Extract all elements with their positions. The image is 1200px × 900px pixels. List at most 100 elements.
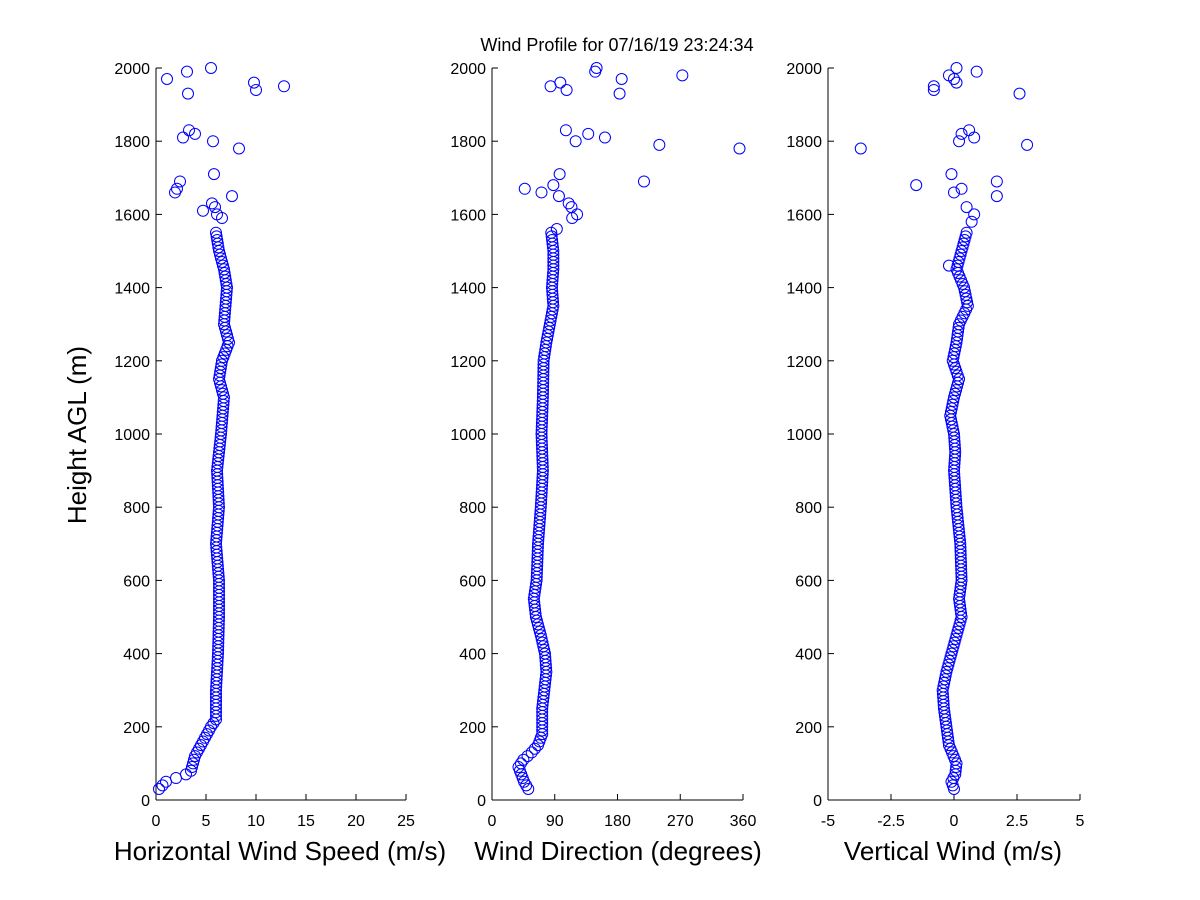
data-point [566,212,579,225]
y-tick-label: 1200 [450,354,486,371]
y-tick-label: 1200 [786,354,822,371]
data-markers [153,62,290,796]
data-point [952,325,965,338]
data-point [653,138,666,151]
y-tick-label: 400 [459,647,486,664]
data-point [217,259,229,272]
x-tick-label: 2.5 [1006,813,1028,830]
data-point [952,321,965,334]
data-point [1021,138,1034,151]
data-point [207,717,220,730]
data-point [952,621,965,634]
data-point [554,76,567,89]
y-axis: 0 200 400 600 800 1000 1200 1400 1600 1800 2000 [786,61,834,810]
data-point [951,259,964,272]
y-axis: 0 200 400 600 800 1000 1200 1400 1600 1800 2000 [450,61,498,810]
data-point [613,87,626,100]
data-point [970,65,983,78]
x-axis-label: Horizontal Wind Speed (m/s) [114,836,446,866]
data-point [990,175,1003,188]
y-tick-label: 200 [795,720,822,737]
y-tick-label: 1600 [450,207,486,224]
data-point [250,83,262,96]
data-point [910,179,923,192]
data-point [207,135,219,148]
data-point [221,329,233,342]
data-point [948,636,961,649]
data-point [565,201,578,214]
data-point [560,83,573,96]
data-point [533,625,546,638]
data-point [571,208,584,221]
data-point [942,69,955,82]
y-tick-label: 1000 [786,427,822,444]
x-tick-label: -2.5 [877,813,905,830]
y-tick-label: 800 [795,500,822,517]
y-tick-label: 200 [123,720,150,737]
y-tick-label: 0 [477,793,486,810]
data-point [528,742,541,755]
data-point [954,248,967,261]
data-point [968,208,981,221]
data-point [156,779,169,792]
data-point [214,248,226,261]
data-point [965,215,978,228]
y-tick-label: 1400 [786,281,822,298]
data-point [223,336,235,349]
data-point [216,255,228,268]
data-point [517,753,530,766]
data-point [955,182,968,195]
data-point [598,131,611,144]
x-tick-label: 0 [488,813,497,830]
data-point [927,83,940,96]
data-point [530,614,543,627]
y-tick-label: 600 [459,573,486,590]
data-point [217,387,229,400]
data-markers [512,62,746,796]
data-point [248,76,260,89]
data-point [963,124,976,137]
y-tick-label: 2000 [786,61,822,78]
x-tick-label: 5 [1076,813,1085,830]
data-point [210,226,222,239]
data-point [960,201,973,214]
data-point [547,179,560,192]
data-point [188,753,200,766]
y-tick-label: 2000 [450,61,486,78]
data-point [187,757,199,770]
data-point [170,772,182,785]
data-point [514,757,527,770]
chart-title: Wind Profile for 07/16/19 23:24:34 [480,35,753,55]
panel-wind-direction: 0 200 400 600 800 1000 1200 1400 1600 1800 2000 0 9… [450,61,761,866]
x-axis: -5 -2.5 0 2.5 5 [821,794,1085,830]
data-point [216,212,228,225]
data-point [562,197,575,210]
data-point [943,654,956,667]
data-point [960,226,973,239]
y-tick-label: 0 [141,793,150,810]
x-axis-label: Vertical Wind (m/s) [844,836,1062,866]
data-point [958,234,971,247]
data-point [552,190,565,203]
data-point [1013,87,1026,100]
data-point [941,662,954,675]
data-point [215,358,228,371]
x-tick-label: 10 [247,813,265,830]
data-point [525,746,538,759]
data-point [949,632,962,645]
data-point [968,131,981,144]
data-point [182,87,194,100]
data-point [546,234,559,247]
data-point [205,62,217,74]
data-point [189,127,201,140]
y-tick-label: 400 [123,647,150,664]
data-point [946,643,959,656]
data-point [206,197,218,210]
y-tick-label: 1400 [450,281,486,298]
data-point [174,175,186,188]
x-axis-label: Wind Direction (degrees) [474,836,762,866]
data-point [590,62,603,74]
y-tick-label: 600 [123,573,150,590]
y-tick-label: 1400 [114,281,150,298]
data-point [948,186,960,199]
